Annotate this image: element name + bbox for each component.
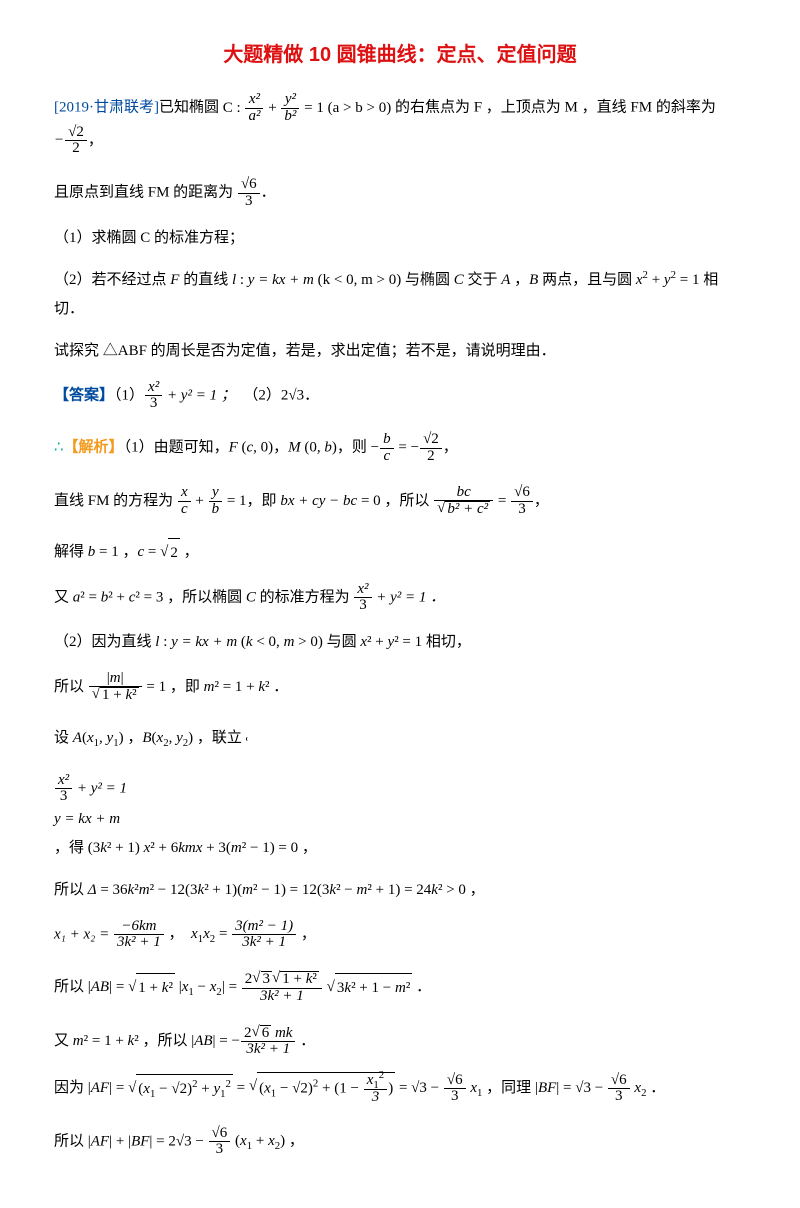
math-frac: 2√6 mk3k² + 1 (241, 1025, 295, 1059)
math-frac: √63 (608, 1073, 630, 1106)
solution-line-8: 所以 Δ = 36k²m² − 12(3k² + 1)(m² − 1) = 12… (54, 876, 746, 905)
math-frac: √63 (511, 485, 533, 518)
answer-line: 【答案】（1）x²3 + y² = 1 ； （2）2√3． (54, 380, 746, 413)
math-sqrt: √1 + k² (128, 973, 175, 1003)
math-frac: √63 (444, 1073, 466, 1106)
math-frac: bc√b² + c² (434, 485, 493, 519)
text: 解得 b = 1 ，c = √2 ， (54, 544, 199, 560)
text: ． (296, 1033, 315, 1049)
text: |x1 − x2| = (179, 979, 241, 995)
text: x1 (470, 1080, 482, 1096)
math-sqrt: √(x1 − √2)2 + (1 − x123) (249, 1072, 395, 1106)
math-frac: x²3 (354, 582, 371, 615)
text: x2 (634, 1080, 646, 1096)
math-sqrt: √3k² + 1 − m² (327, 973, 413, 1003)
text: 2√3 (281, 387, 304, 403)
math-frac: √22 (420, 432, 442, 465)
text: ． (261, 185, 276, 201)
math-frac: |m|√1 + k² (89, 671, 142, 705)
text: ， (534, 493, 549, 509)
math-frac: √63 (238, 177, 260, 210)
text: = √3 − (399, 1080, 443, 1096)
text: 因为 |AF| = (54, 1080, 128, 1096)
solution-line-1: ∴【解析】（1）由题可知，F (c, 0)，M (0, b)，则 −bc = −… (54, 432, 746, 465)
question-2b: 试探究 △ABF 的周长是否为定值，若是，求出定值；若不是，请说明理由． (54, 337, 746, 366)
math-slope: −√22 (54, 132, 88, 148)
text: ， (88, 132, 103, 148)
text: ，同理 |BF| = √3 − (482, 1080, 607, 1096)
text: = − (395, 440, 419, 456)
question-2a: （2）若不经过点 F 的直线 l : y = kx + m (k < 0, m … (54, 266, 746, 323)
text: = (237, 1080, 249, 1096)
text: 所以 Δ = 36k²m² − 12(3k² + 1)(m² − 1) = 12… (54, 882, 485, 898)
text: （2）若不经过点 F 的直线 l : y = kx + m (k < 0, m … (54, 272, 718, 317)
bullet-icon: ∴ (54, 440, 64, 456)
text: = 1 (223, 493, 246, 509)
math-frac: −6km3k² + 1 (114, 919, 164, 952)
text: ． (412, 979, 431, 995)
solution-line-3: 解得 b = 1 ，c = √2 ， (54, 538, 746, 568)
text: （1）由题可知，F (c, 0)，M (0, b)，则 − (124, 440, 380, 456)
solution-line-6: 所以 |m|√1 + k² = 1 ，即 m² = 1 + k² ． (54, 671, 746, 705)
text: ． (304, 387, 319, 403)
text: ， (443, 440, 458, 456)
text: = (494, 493, 510, 509)
text: ， (297, 926, 316, 942)
text: （2）因为直线 l : y = kx + m (k < 0, m > 0) 与圆… (54, 634, 471, 650)
math-frac: x²3 (145, 380, 162, 413)
text: ， x1x2 = (165, 926, 231, 942)
text: (x1 + x2) ， (231, 1133, 304, 1149)
text: （2） (243, 387, 281, 403)
answer-label: 【答案】 (54, 386, 114, 403)
math-frac: xc (178, 485, 191, 518)
text: 又 a² = b² + c² = 3 ，所以椭圆 C 的标准方程为 (54, 589, 353, 605)
text: 又 m² = 1 + k² ，所以 |AB| = − (54, 1033, 240, 1049)
solution-line-4: 又 a² = b² + c² = 3 ，所以椭圆 C 的标准方程为 x²3 + … (54, 582, 746, 615)
text: 直线 FM 的方程为 (54, 493, 177, 509)
text: = 1 ，即 m² = 1 + k² ． (143, 679, 289, 695)
math-cases (246, 737, 257, 741)
paragraph-intro: [2019·甘肃联考]已知椭圆 C : x²a² + y²b² = 1 (a >… (54, 92, 746, 157)
text: 已知椭圆 (159, 100, 223, 116)
math-frac: yb (209, 485, 223, 518)
text: 且原点到直线 FM 的距离为 (54, 185, 237, 201)
solution-line-13: 所以 |AF| + |BF| = 2√3 − √63 (x1 + x2) ， (54, 1126, 746, 1159)
math-frac: 2√3√1 + k²3k² + 1 (242, 971, 322, 1005)
paragraph-distance: 且原点到直线 FM 的距离为 √63． (54, 177, 746, 210)
math-ellipse-eq: C : x²a² + y²b² = 1 (a > b > 0) (223, 100, 395, 116)
math-frac: 3(m² − 1)3k² + 1 (232, 919, 296, 952)
text: x₁ + x₂ = (54, 926, 113, 942)
solution-line-7: 设 A(x1, y1) ，B(x2, y2) ，联立 (54, 724, 746, 753)
solution-label: 【解析】 (64, 439, 124, 456)
text: （1） (114, 387, 144, 403)
text: + y² = 1 ． (373, 589, 446, 605)
solution-line-5: （2）因为直线 l : y = kx + m (k < 0, m > 0) 与圆… (54, 628, 746, 657)
solution-line-12: 因为 |AF| = √(x1 − √2)2 + y12 = √(x1 − √2)… (54, 1072, 746, 1106)
question-1: （1）求椭圆 C 的标准方程； (54, 224, 746, 253)
text: ，得 (3k² + 1) x² + 6kmx + 3(m² − 1) = 0 ， (54, 840, 317, 856)
text: 的右焦点为 F ，上顶点为 M ，直线 FM 的斜率为 (395, 100, 716, 116)
text: + y² = 1 ； (163, 387, 236, 403)
math-sqrt: √(x1 − √2)2 + y12 (128, 1074, 233, 1104)
solution-line-10: 所以 |AB| = √1 + k² |x1 − x2| = 2√3√1 + k²… (54, 971, 746, 1005)
text: 所以 |AF| + |BF| = 2√3 − (54, 1133, 208, 1149)
text: 设 A(x1, y1) ，B(x2, y2) ，联立 (54, 730, 246, 746)
text: + (192, 493, 208, 509)
math-frac: √63 (209, 1126, 231, 1159)
text: 所以 (54, 679, 88, 695)
solution-line-9: x₁ + x₂ = −6km3k² + 1 ， x1x2 = 3(m² − 1)… (54, 919, 746, 952)
text: ． (646, 1080, 665, 1096)
page-title: 大题精做 10 圆锥曲线：定点、定值问题 (54, 36, 746, 74)
source-tag: [2019·甘肃联考] (54, 100, 159, 116)
solution-line-11: 又 m² = 1 + k² ，所以 |AB| = −2√6 mk3k² + 1 … (54, 1025, 746, 1059)
text: ，即 bx + cy − bc = 0 ，所以 (247, 493, 434, 509)
text: 所以 |AB| = (54, 979, 128, 995)
math-frac: bc (380, 432, 394, 465)
solution-line-2: 直线 FM 的方程为 xc + yb = 1，即 bx + cy − bc = … (54, 485, 746, 519)
